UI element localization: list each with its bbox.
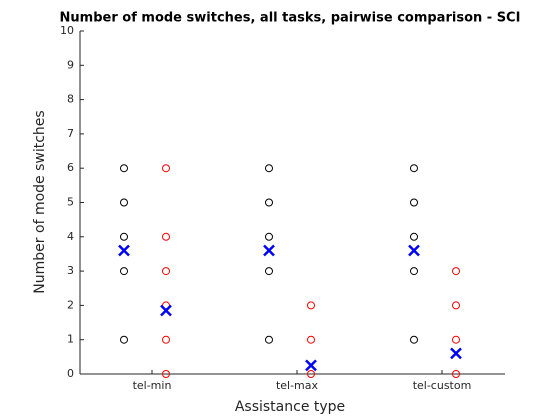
y-tick-label: 10: [60, 24, 74, 37]
y-tick-label: 3: [67, 264, 74, 277]
y-tick-label: 2: [67, 298, 74, 311]
mean-marker: [160, 304, 172, 317]
y-tick-label: 0: [67, 367, 74, 380]
mean-marker: [118, 244, 130, 257]
x-tick-label: tel-custom: [413, 379, 472, 392]
x-tick-label: tel-max: [276, 379, 319, 392]
data-point: [120, 198, 128, 207]
data-point: [265, 267, 273, 276]
y-tick-label: 9: [67, 58, 74, 71]
chart-title: Number of mode switches, all tasks, pair…: [60, 11, 521, 26]
y-tick-label: 4: [67, 230, 74, 243]
mean-marker: [305, 359, 317, 372]
data-point: [265, 164, 273, 173]
data-point: [120, 267, 128, 276]
data-point: [120, 232, 128, 241]
data-point: [410, 335, 418, 344]
y-axis-label: Number of mode switches: [32, 110, 48, 293]
data-point: [307, 370, 315, 378]
y-tick-label: 6: [67, 161, 74, 174]
data-point: [452, 301, 460, 310]
mean-marker: [450, 347, 462, 360]
data-point: [452, 370, 460, 378]
data-point: [265, 335, 273, 344]
data-point: [120, 164, 128, 173]
data-point: [265, 198, 273, 207]
x-tick-label: tel-min: [133, 379, 172, 392]
y-tick-label: 8: [67, 93, 74, 106]
data-point: [162, 267, 170, 276]
data-point: [265, 232, 273, 241]
data-point: [120, 335, 128, 344]
y-tick-label: 5: [67, 196, 74, 209]
data-point: [162, 232, 170, 241]
y-tick-label: 1: [67, 333, 74, 346]
data-point: [410, 198, 418, 207]
data-point: [162, 164, 170, 173]
x-axis-label: Assistance type: [235, 399, 345, 415]
data-point: [410, 164, 418, 173]
data-point: [452, 267, 460, 276]
mean-marker: [408, 244, 420, 257]
mean-marker: [263, 244, 275, 257]
data-point: [410, 267, 418, 276]
data-point: [162, 370, 170, 378]
data-point: [410, 232, 418, 241]
data-point: [307, 301, 315, 310]
data-point: [162, 335, 170, 344]
y-tick-label: 7: [67, 127, 74, 140]
data-point: [452, 335, 460, 344]
data-point: [307, 335, 315, 344]
